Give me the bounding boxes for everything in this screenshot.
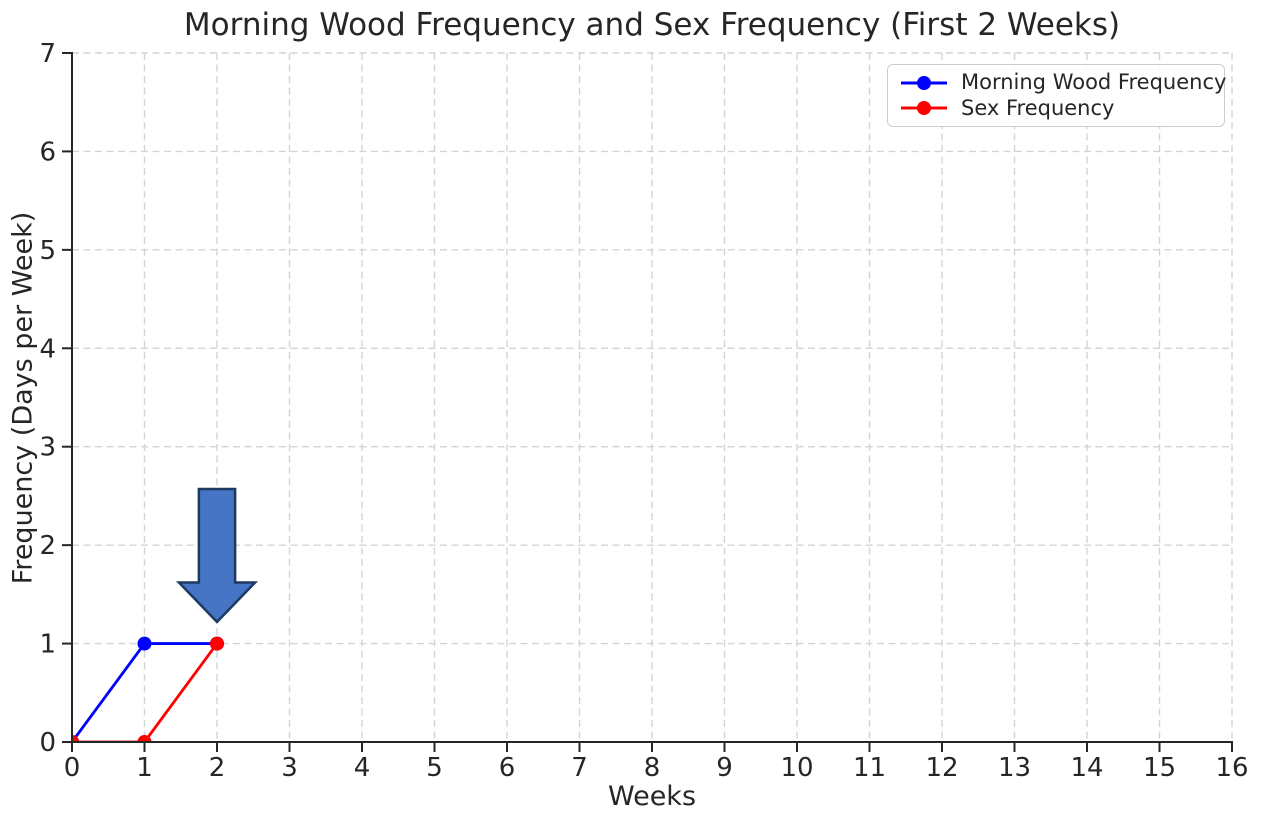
legend-label: Morning Wood Frequency <box>961 70 1227 95</box>
x-tick-label: 15 <box>1143 753 1176 783</box>
series-1 <box>72 636 224 742</box>
x-tick-label: 5 <box>426 753 443 783</box>
data-point-marker <box>137 636 152 651</box>
down-arrow-annotation-icon <box>175 487 259 624</box>
data-point-marker <box>210 636 224 651</box>
series-line <box>72 642 217 742</box>
tick-marks <box>62 52 1233 752</box>
data-point-marker <box>72 735 79 742</box>
x-tick-label: 11 <box>853 753 886 783</box>
x-tick-label: 1 <box>136 753 153 783</box>
x-tick-label: 0 <box>64 753 81 783</box>
x-tick-label: 9 <box>716 753 733 783</box>
chart-title: Morning Wood Frequency and Sex Frequency… <box>183 7 1121 43</box>
y-tick-label: 0 <box>39 728 56 758</box>
x-tick-label: 14 <box>1070 753 1103 783</box>
y-tick-label: 5 <box>39 236 56 266</box>
x-tick-label: 6 <box>499 753 516 783</box>
x-tick-label: 3 <box>281 753 298 783</box>
x-tick-label: 4 <box>354 753 371 783</box>
x-tick-label: 16 <box>1215 753 1248 783</box>
data-point-marker <box>137 735 152 742</box>
x-tick-label: 7 <box>571 753 588 783</box>
legend-line-marker-icon <box>901 101 947 116</box>
axes-spines <box>71 52 1233 743</box>
y-tick-label: 6 <box>39 137 56 167</box>
y-tick-label: 4 <box>39 334 56 364</box>
x-tick-label: 2 <box>209 753 226 783</box>
y-tick-label: 7 <box>39 39 56 69</box>
x-tick-label: 8 <box>644 753 661 783</box>
x-tick-label: 12 <box>925 753 958 783</box>
x-tick-label: 10 <box>780 753 813 783</box>
legend-label: Sex Frequency <box>961 95 1115 120</box>
series-line <box>72 642 219 742</box>
x-axis-label: Weeks <box>607 781 697 812</box>
y-axis-label: Frequency (Days per Week) <box>7 211 39 585</box>
legend-item-morning-wood: Morning Wood Frequency <box>900 72 1226 93</box>
x-tick-label: 13 <box>998 753 1031 783</box>
y-tick-label: 2 <box>39 531 56 561</box>
legend: Morning Wood Frequency Sex Frequency <box>887 64 1226 127</box>
y-tick-label: 3 <box>39 433 56 463</box>
legend-line-marker-icon <box>901 75 947 90</box>
legend-item-sex-frequency: Sex Frequency <box>900 95 1212 120</box>
gridlines <box>71 52 1233 743</box>
y-tick-label: 1 <box>39 630 56 660</box>
